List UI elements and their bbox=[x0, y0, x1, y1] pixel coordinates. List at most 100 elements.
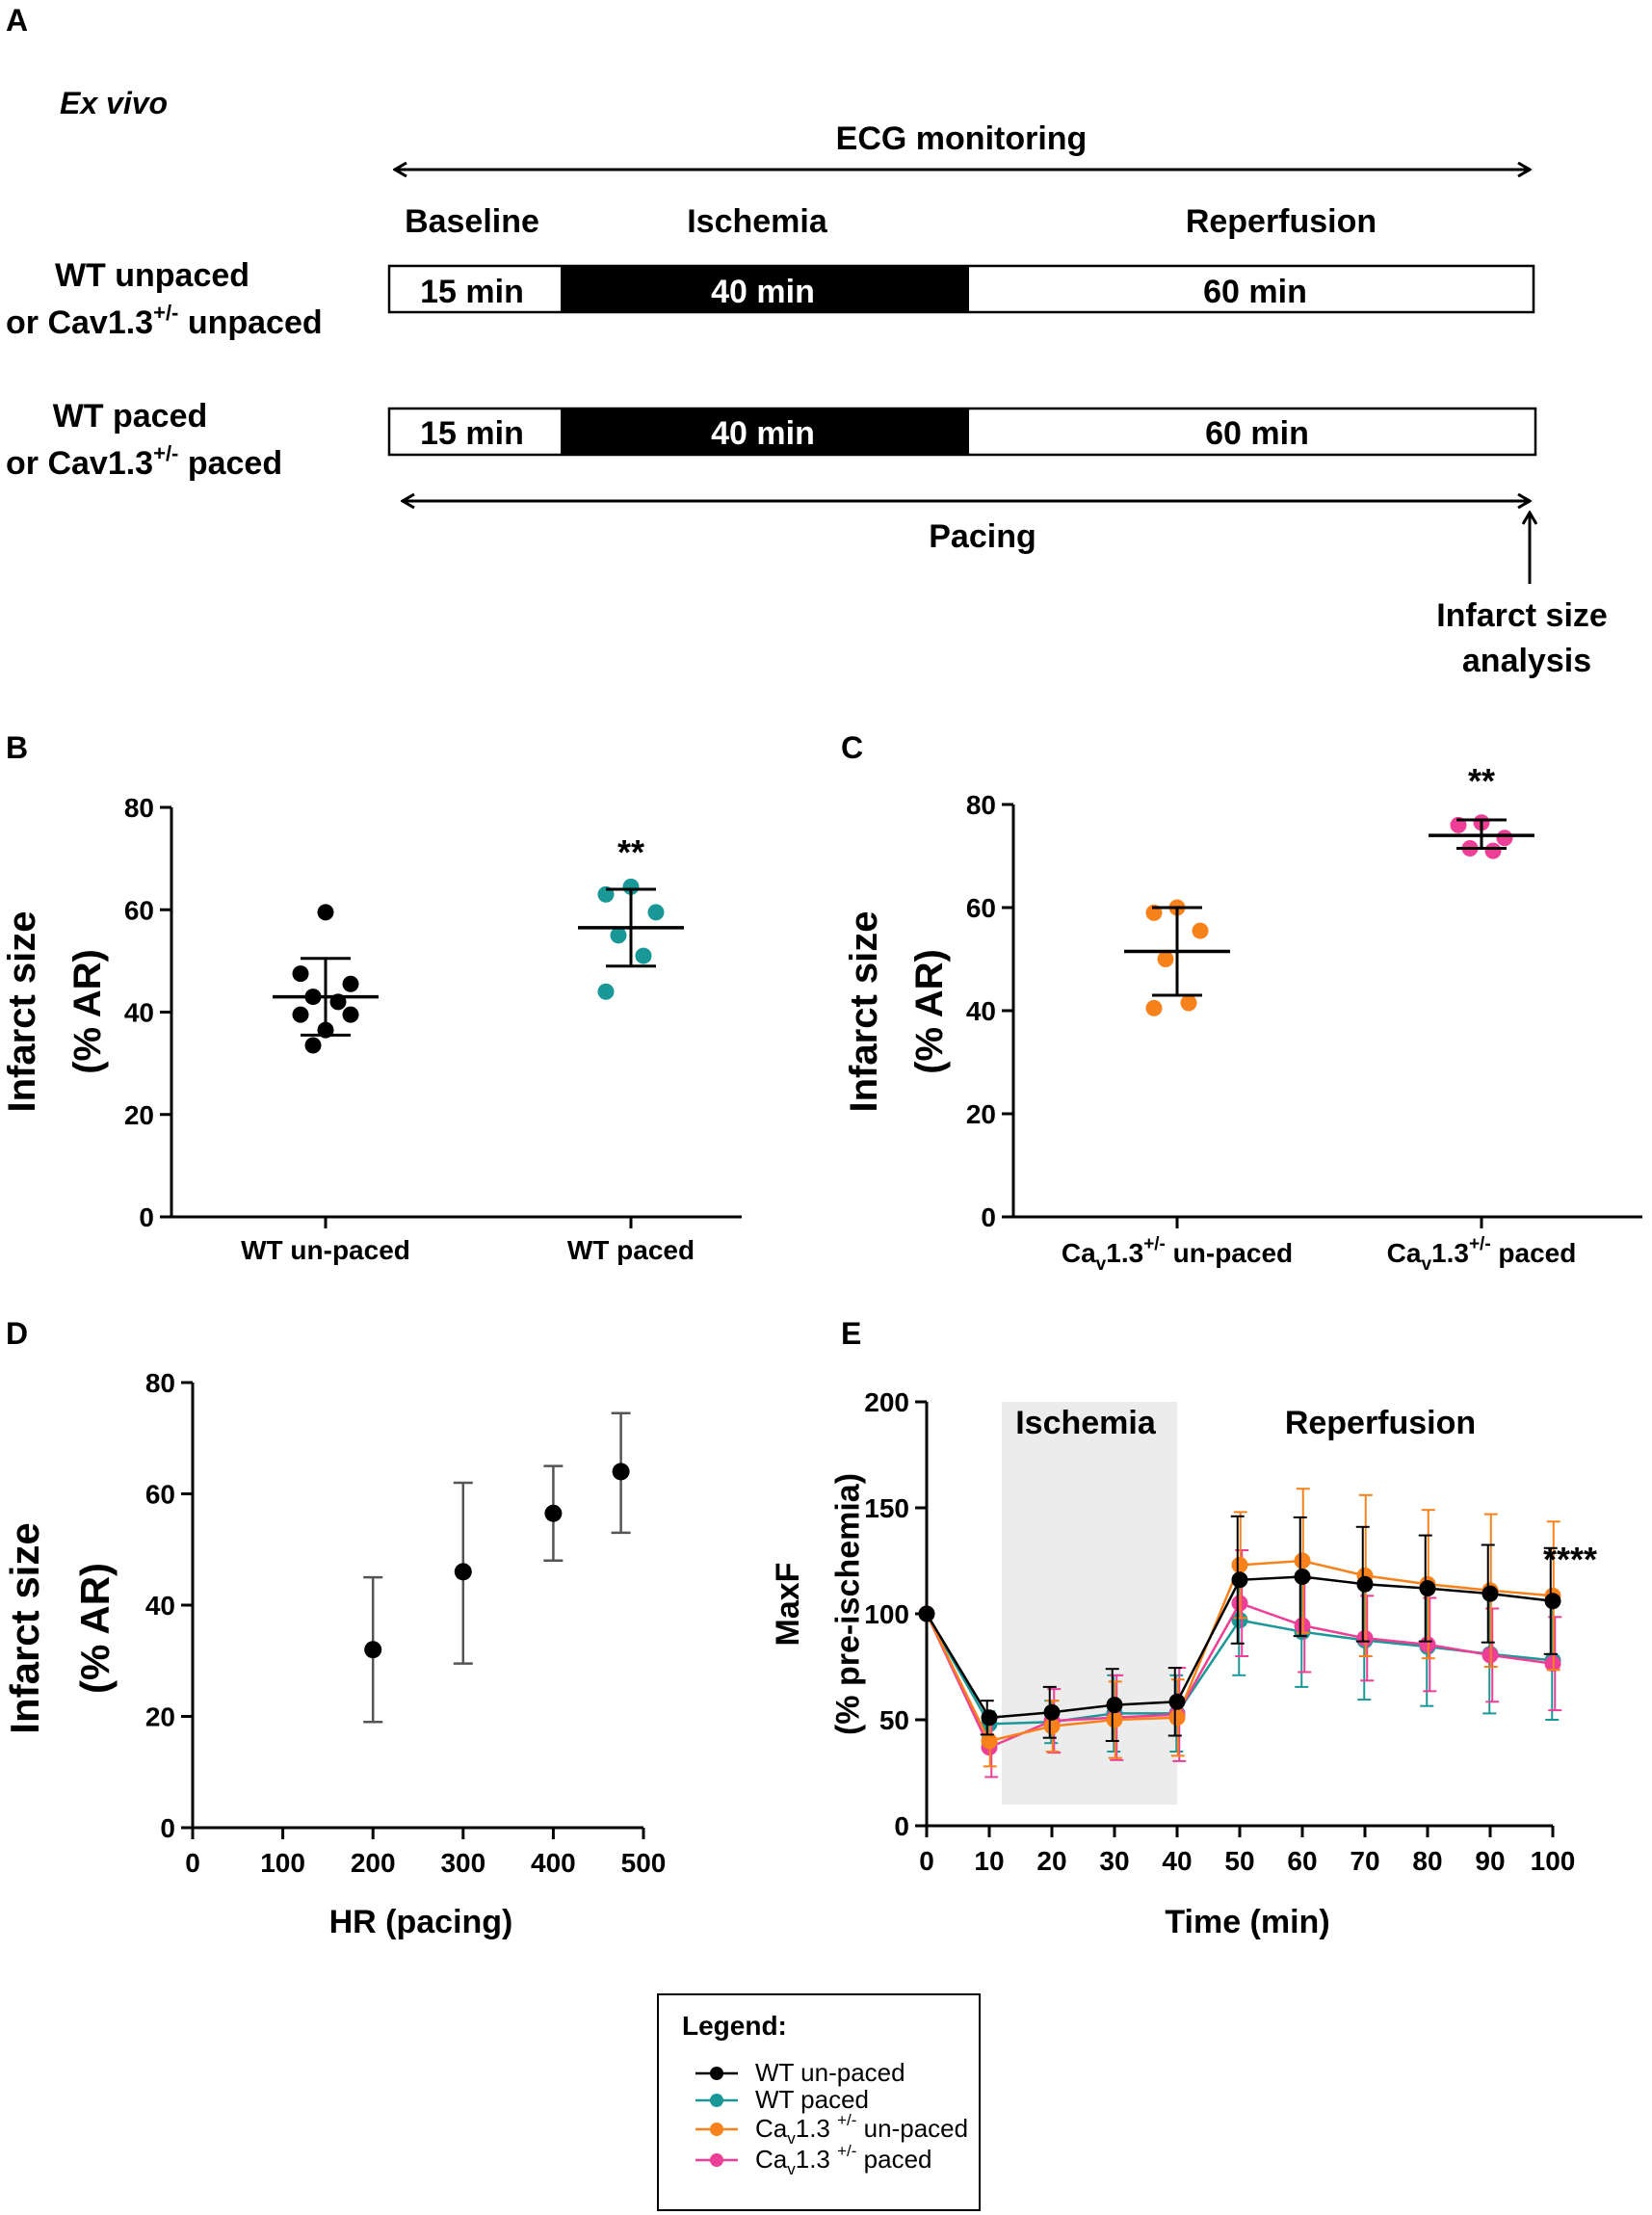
phase-baseline: Baseline bbox=[405, 203, 539, 240]
row1-reperfusion-duration: 60 min bbox=[1203, 274, 1307, 310]
x-tick-label: 70 bbox=[1350, 1846, 1379, 1876]
significance-annotation: ** bbox=[617, 832, 644, 872]
legend-swatch-dot bbox=[710, 2153, 723, 2167]
x-tick-label: 0 bbox=[185, 1848, 200, 1878]
x-tick-label: 400 bbox=[531, 1848, 576, 1878]
data-point bbox=[612, 1463, 630, 1481]
significance-annotation: **** bbox=[1543, 1540, 1597, 1579]
data-point bbox=[1168, 1693, 1186, 1710]
legend-title: Legend: bbox=[682, 2011, 787, 2041]
legend-swatch-dot bbox=[710, 2067, 723, 2080]
phase-reperfusion: Reperfusion bbox=[1186, 203, 1377, 240]
row2-label-line1: WT paced bbox=[53, 398, 208, 435]
data-point bbox=[647, 904, 665, 921]
data-point bbox=[1294, 1552, 1311, 1569]
x-tick-label: 300 bbox=[440, 1848, 485, 1878]
data-point bbox=[1496, 830, 1513, 847]
y-tick-label: 20 bbox=[145, 1702, 175, 1732]
y-tick-label: 80 bbox=[124, 793, 154, 823]
x-tick-label: 40 bbox=[1162, 1846, 1192, 1876]
row2-baseline-duration: 15 min bbox=[420, 415, 524, 452]
x-tick-label: 0 bbox=[919, 1846, 934, 1876]
y-axis-label-line1: Infarct size bbox=[2, 1522, 47, 1733]
row1-baseline-duration: 15 min bbox=[420, 274, 524, 310]
y-axis-label-line2: (% AR) bbox=[908, 949, 951, 1074]
y-axis-label: MaxF (% pre-ischemia) bbox=[770, 1473, 866, 1735]
data-point bbox=[1482, 1585, 1499, 1602]
legend-item-label: WT paced bbox=[755, 2085, 869, 2114]
data-point bbox=[1106, 1711, 1123, 1728]
data-point bbox=[597, 983, 615, 1000]
x-category-label: Cav1.3+/- paced bbox=[1387, 1234, 1577, 1275]
data-point bbox=[342, 975, 359, 992]
row2-label-line2: or Cav1.3+/- paced bbox=[6, 441, 282, 482]
data-point bbox=[1192, 922, 1209, 939]
y-tick-label: 200 bbox=[864, 1387, 909, 1417]
y-tick-label: 60 bbox=[966, 893, 996, 923]
panel-e-chart: 0 50 100 150 200 0 10 20 30 40 50 60 70 80 90 100 Time (… bbox=[770, 1387, 1597, 1940]
y-tick-label: 100 bbox=[864, 1599, 909, 1629]
data-point bbox=[1043, 1703, 1061, 1721]
panel-a: A Ex vivo ECG monitoring Baseline Ischem… bbox=[6, 3, 1608, 679]
data-point bbox=[610, 927, 627, 944]
data-point bbox=[342, 1006, 359, 1023]
data-point bbox=[635, 947, 652, 964]
row2-reperfusion-duration: 60 min bbox=[1205, 415, 1309, 452]
y-tick-label: 40 bbox=[966, 996, 996, 1026]
legend-item-label: WT un-paced bbox=[755, 2058, 905, 2087]
panel-label-a: A bbox=[6, 3, 28, 38]
x-tick-label: 100 bbox=[260, 1848, 305, 1878]
x-tick-label: 30 bbox=[1099, 1846, 1129, 1876]
data-point bbox=[317, 904, 334, 921]
legend-item-label: Cav1.3 +/- un-paced bbox=[755, 2111, 968, 2148]
y-axis-label: Infarct size (% AR) bbox=[2, 1522, 118, 1733]
data-point bbox=[1356, 1575, 1374, 1593]
legend-swatch-dot bbox=[710, 2123, 723, 2136]
y-tick-label: 20 bbox=[124, 1100, 154, 1130]
y-tick-label: 0 bbox=[894, 1811, 909, 1841]
y-axis-label-line2: (% pre-ischemia) bbox=[829, 1473, 866, 1735]
y-axis-label-line1: Infarct size bbox=[1, 911, 43, 1113]
legend-item-label: Cav1.3 +/- paced bbox=[755, 2142, 932, 2178]
phase-ischemia: Ischemia bbox=[687, 203, 828, 240]
data-point bbox=[292, 1006, 309, 1023]
data-point bbox=[622, 878, 640, 895]
y-tick-label: 40 bbox=[145, 1591, 175, 1621]
data-point bbox=[1180, 994, 1197, 1012]
y-tick-label: 0 bbox=[139, 1202, 154, 1232]
data-point bbox=[292, 965, 309, 983]
data-point bbox=[1294, 1569, 1311, 1585]
row2-ischemia-block bbox=[561, 409, 969, 455]
x-tick-label: 100 bbox=[1531, 1846, 1576, 1876]
y-tick-label: 50 bbox=[879, 1705, 909, 1735]
data-point bbox=[364, 1641, 382, 1659]
ecg-monitoring-label: ECG monitoring bbox=[836, 120, 1088, 157]
panel-b-chart: 0 20 40 60 80 Infarct size (% AR) WT un-paced WT… bbox=[1, 793, 742, 1265]
analysis-label-line1: Infarct size bbox=[1436, 597, 1608, 634]
ex-vivo-label: Ex vivo bbox=[60, 86, 168, 120]
series-0 bbox=[918, 1515, 1561, 1742]
series-2 bbox=[918, 1488, 1561, 1768]
row1-label-line2: or Cav1.3+/- unpaced bbox=[6, 301, 323, 341]
data-point bbox=[1419, 1580, 1436, 1597]
y-axis-label: Infarct size (% AR) bbox=[1, 911, 109, 1113]
x-tick-label: 200 bbox=[351, 1848, 396, 1878]
data-point bbox=[304, 1037, 322, 1054]
x-tick-label: 60 bbox=[1287, 1846, 1317, 1876]
data-point bbox=[1231, 1612, 1248, 1629]
data-point bbox=[454, 1563, 472, 1581]
panel-label-d: D bbox=[6, 1316, 28, 1351]
x-category-label: WT paced bbox=[567, 1235, 695, 1265]
data-point bbox=[1043, 1718, 1061, 1735]
ischemia-label: Ischemia bbox=[1015, 1405, 1157, 1441]
panel-label-c: C bbox=[841, 730, 863, 765]
x-tick-label: 10 bbox=[974, 1846, 1004, 1876]
data-point bbox=[918, 1605, 935, 1622]
y-tick-label: 60 bbox=[145, 1480, 175, 1510]
data-point bbox=[981, 1709, 998, 1727]
x-tick-label: 500 bbox=[621, 1848, 667, 1878]
y-axis-label-line1: Infarct size bbox=[843, 911, 885, 1113]
data-point bbox=[1484, 842, 1502, 859]
